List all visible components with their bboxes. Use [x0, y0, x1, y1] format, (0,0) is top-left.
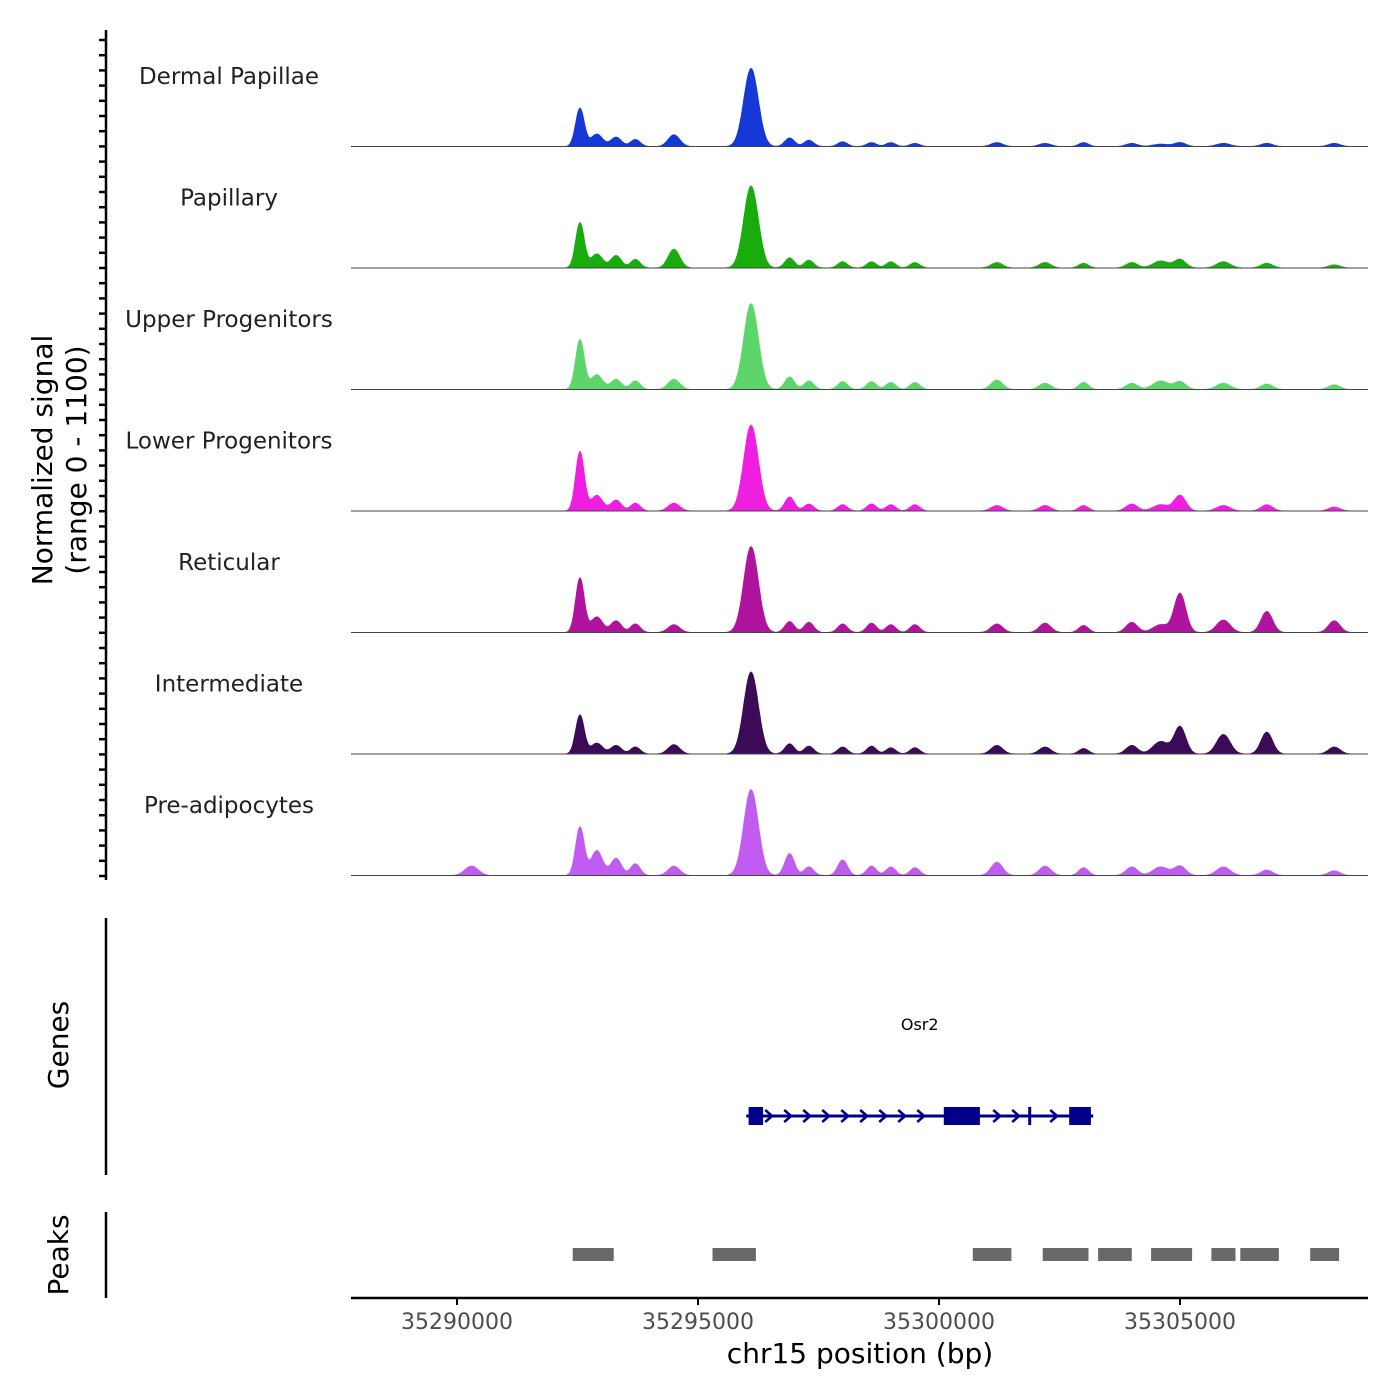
peak-region [1042, 1248, 1089, 1261]
peak-region [972, 1248, 1012, 1261]
coverage-track: Pre-adipocytes [144, 788, 1368, 876]
track-label: Reticular [178, 550, 280, 576]
track-label: Intermediate [155, 671, 303, 697]
coverage-series-area [351, 185, 1368, 269]
strand-arrow [764, 1109, 775, 1123]
strand-arrow [783, 1109, 794, 1123]
x-axis-tick-label: 35300000 [883, 1310, 995, 1335]
track-label: Lower Progenitors [126, 428, 333, 454]
peak-region [1151, 1248, 1193, 1261]
gene-name-label: Osr2 [901, 1015, 939, 1034]
gene-exon [748, 1107, 764, 1125]
coverage-series-area [351, 788, 1368, 876]
peak-region [572, 1248, 614, 1261]
y-axis-title: Normalized signal [26, 335, 59, 586]
y-axis-range: (range 0 - 1100) [60, 345, 93, 574]
strand-arrow [1049, 1109, 1060, 1123]
strand-arrow [916, 1109, 927, 1123]
coverage-track: Dermal Papillae [139, 64, 1368, 147]
x-axis-tick-label: 35290000 [401, 1310, 513, 1335]
coverage-series-area [351, 302, 1368, 390]
gene-track: Osr2 [746, 1015, 1094, 1125]
x-axis-ticks: 35290000 35295000 35300000 35305000 [401, 1298, 1236, 1335]
x-axis-tick-label: 35305000 [1124, 1310, 1236, 1335]
strand-arrow [859, 1109, 870, 1123]
coverage-y-axis-ticks [99, 38, 106, 878]
peaks-title-group: Peaks [42, 1214, 75, 1295]
peak-track [572, 1248, 1340, 1261]
gene-exon [1028, 1107, 1032, 1125]
strand-arrow [840, 1109, 851, 1123]
x-axis-tick-label: 35295000 [642, 1310, 754, 1335]
strand-arrow [992, 1109, 1003, 1123]
gene-exon [943, 1107, 980, 1125]
track-label: Upper Progenitors [125, 307, 333, 333]
coverage-track: Upper Progenitors [125, 302, 1368, 390]
track-label: Dermal Papillae [139, 64, 319, 90]
peak-region [1211, 1248, 1236, 1261]
strand-arrow [821, 1109, 832, 1123]
peak-region [1098, 1248, 1132, 1261]
genes-panel-title: Genes [42, 1001, 75, 1089]
strand-arrow [1011, 1109, 1022, 1123]
coverage-track: Papillary [180, 185, 1368, 269]
gene-exon [1069, 1107, 1091, 1125]
coverage-series-area [351, 545, 1368, 633]
coverage-series-area [351, 424, 1368, 512]
coverage-series-area [351, 671, 1368, 755]
peak-region [1240, 1248, 1279, 1261]
y-axis-title-group: Normalized signal (range 0 - 1100) [26, 335, 93, 586]
strand-arrow [802, 1109, 813, 1123]
coverage-track: Intermediate [155, 671, 1368, 755]
x-axis-title: chr15 position (bp) [727, 1337, 993, 1370]
peak-region [712, 1248, 756, 1261]
peak-region [1310, 1248, 1340, 1261]
coverage-track: Lower Progenitors [126, 424, 1368, 512]
strand-arrow [897, 1109, 908, 1123]
peaks-panel-title: Peaks [42, 1214, 75, 1295]
coverage-tracks: Dermal Papillae Papillary Upper Progenitor… [125, 64, 1368, 876]
track-label: Papillary [180, 185, 278, 211]
strand-arrow [878, 1109, 889, 1123]
coverage-series-area [351, 67, 1368, 147]
genes-title-group: Genes [42, 1001, 75, 1089]
track-label: Pre-adipocytes [144, 793, 314, 819]
coverage-track: Reticular [178, 545, 1368, 633]
